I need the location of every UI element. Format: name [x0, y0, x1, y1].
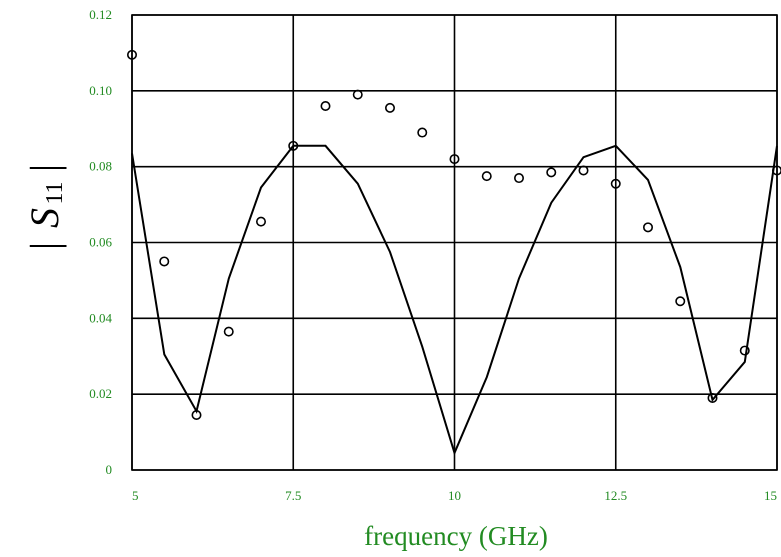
x-tick-labels: 5 7.5 10 12.5 15: [132, 488, 777, 503]
data-point-marker: [642, 222, 653, 233]
data-point-marker: [481, 171, 492, 182]
y-axis-label-bar-right: |: [22, 164, 67, 172]
y-axis-label-main: S: [22, 208, 67, 228]
y-tick-label: 0.06: [89, 235, 112, 250]
data-point-marker: [417, 127, 428, 138]
data-point-marker: [320, 101, 331, 112]
y-tick-label: 0.02: [89, 386, 112, 401]
series-line-group: [131, 144, 778, 456]
data-point-marker: [223, 326, 234, 337]
y-axis-label-bar-left: |: [22, 242, 67, 250]
data-point-marker: [739, 345, 750, 356]
x-tick-label: 5: [132, 488, 139, 503]
data-point-marker: [546, 167, 557, 178]
data-point-marker: [513, 173, 524, 184]
y-tick-label: 0.08: [89, 159, 112, 174]
data-point-marker: [449, 154, 460, 165]
y-tick-label: 0.12: [89, 7, 112, 22]
data-point-marker: [159, 256, 170, 267]
plot-frame: [131, 14, 778, 471]
y-tick-label: 0.04: [89, 310, 112, 325]
x-axis-label: frequency (GHz): [364, 521, 548, 551]
y-tick-label: 0.10: [89, 83, 112, 98]
y-axis-label: | S 11 |: [22, 164, 68, 250]
data-point-marker: [675, 296, 686, 307]
data-point-marker: [707, 392, 718, 403]
y-axis-label-subscript: 11: [42, 181, 68, 204]
series-line: [131, 144, 778, 456]
data-point-marker: [288, 140, 299, 151]
data-point-marker: [772, 165, 781, 176]
y-tick-labels: 0 0.02 0.04 0.06 0.08 0.10 0.12: [89, 7, 112, 477]
x-tick-label: 7.5: [285, 488, 301, 503]
data-point-marker: [352, 89, 363, 100]
data-point-marker: [127, 49, 138, 60]
x-tick-label: 12.5: [604, 488, 627, 503]
y-tick-label: 0: [106, 462, 113, 477]
plot-border: [131, 14, 778, 471]
data-point-marker: [255, 216, 266, 227]
x-tick-label: 15: [764, 488, 777, 503]
grid: [131, 14, 778, 471]
data-point-marker: [191, 410, 202, 421]
series-marker-group: [127, 49, 781, 421]
x-tick-label: 10: [448, 488, 461, 503]
data-point-marker: [610, 178, 621, 189]
data-point-marker: [578, 165, 589, 176]
data-point-marker: [384, 102, 395, 113]
